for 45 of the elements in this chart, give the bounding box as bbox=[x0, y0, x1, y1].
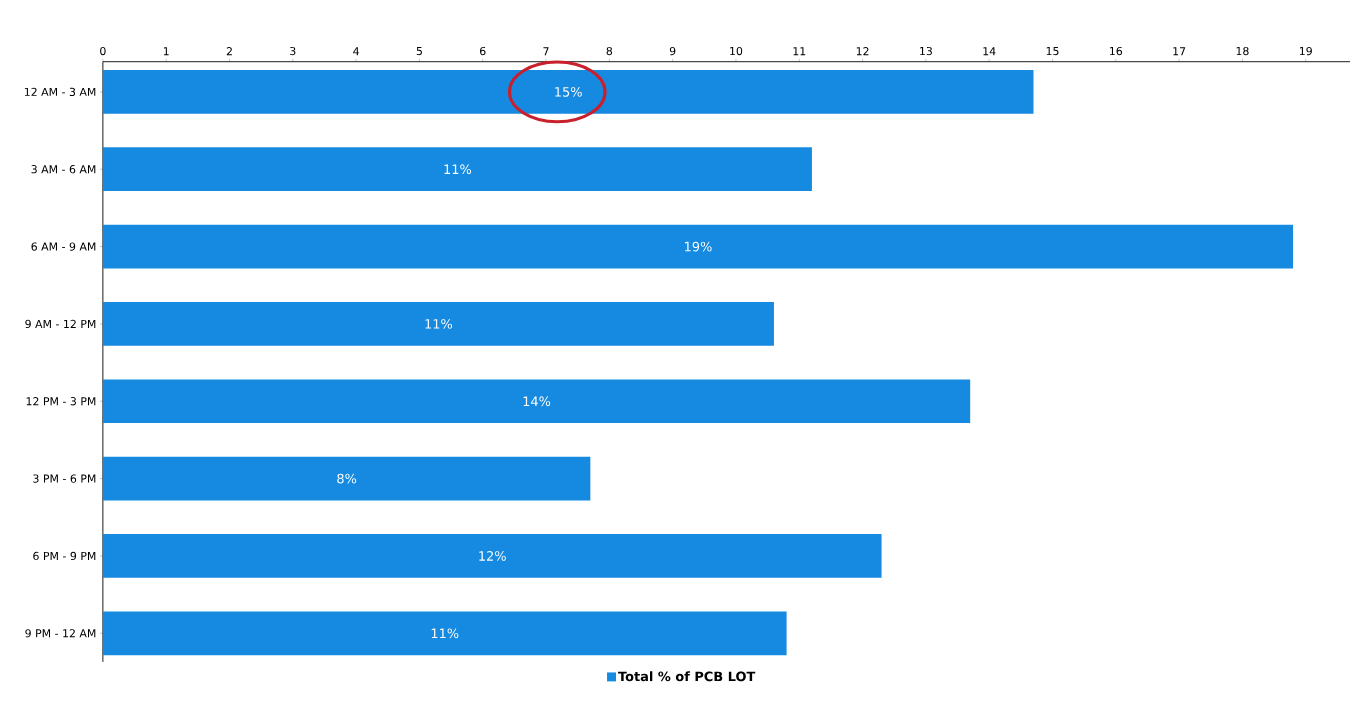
x-tick-label: 15 bbox=[1046, 47, 1059, 56]
x-tick-label: 4 bbox=[353, 47, 359, 56]
x-tick-label: 18 bbox=[1236, 47, 1249, 56]
y-tick-label: 3 AM - 6 AM bbox=[31, 165, 96, 174]
x-tick-label: 6 bbox=[480, 47, 486, 56]
x-tick-label: 8 bbox=[606, 47, 613, 56]
data-label: 15% bbox=[555, 87, 582, 97]
bar bbox=[102, 302, 774, 346]
data-label: 8% bbox=[337, 473, 357, 484]
legend-label: Total % of PCB LOT bbox=[618, 671, 756, 682]
y-tick-label: 6 PM - 9 PM bbox=[33, 551, 96, 561]
x-tick-label: 19 bbox=[1299, 47, 1312, 56]
bar bbox=[102, 534, 882, 578]
bar bbox=[102, 456, 591, 501]
bar bbox=[102, 224, 1294, 269]
y-tick-label: 9 PM - 12 AM bbox=[25, 629, 96, 638]
data-label: 19% bbox=[685, 241, 712, 252]
data-label: 12% bbox=[479, 551, 506, 561]
x-tick-label: 7 bbox=[543, 47, 549, 56]
y-tick-label: 12 AM - 3 AM bbox=[24, 87, 96, 97]
x-tick-label: 17 bbox=[1173, 47, 1186, 56]
bar bbox=[102, 379, 971, 424]
x-tick-label: 14 bbox=[983, 47, 996, 56]
x-tick-label: 13 bbox=[920, 47, 932, 56]
data-label: 14% bbox=[523, 396, 551, 407]
x-tick-label: 5 bbox=[416, 47, 422, 56]
bar bbox=[102, 70, 1034, 114]
x-tick-label: 11 bbox=[793, 47, 806, 56]
y-tick-label: 3 PM - 6 PM bbox=[33, 474, 96, 483]
x-tick-label: 3 bbox=[290, 47, 296, 56]
data-label: 11% bbox=[444, 164, 472, 175]
y-tick-label: 6 AM - 9 AM bbox=[31, 242, 96, 251]
x-tick-label: 12 bbox=[856, 47, 869, 56]
y-tick-label: 9 AM - 12 PM bbox=[25, 319, 96, 329]
data-label: 11% bbox=[425, 319, 453, 329]
data-label: 11% bbox=[431, 628, 459, 639]
x-tick-label: 10 bbox=[730, 47, 743, 56]
x-tick-label: 2 bbox=[226, 47, 232, 56]
x-tick-label: 1 bbox=[163, 47, 169, 56]
y-tick-label: 12 PM - 3 PM bbox=[26, 397, 96, 406]
x-tick-label: 16 bbox=[1110, 47, 1123, 56]
bar bbox=[102, 147, 812, 192]
x-tick-label: 9 bbox=[669, 47, 676, 56]
x-tick-label: 0 bbox=[100, 47, 106, 56]
bar bbox=[102, 611, 787, 656]
